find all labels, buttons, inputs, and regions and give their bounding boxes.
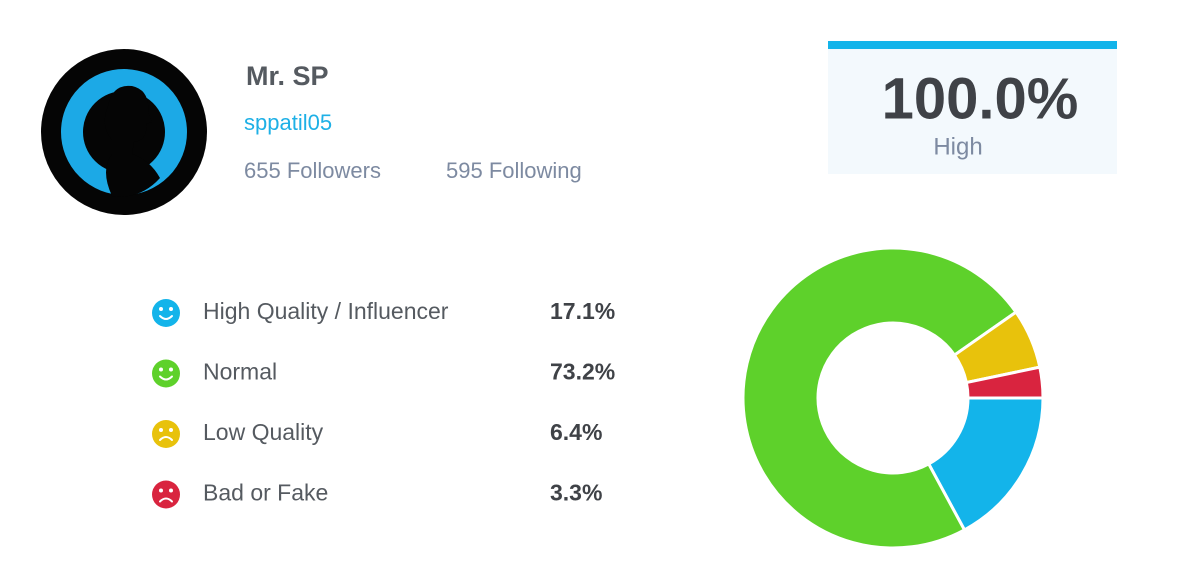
- profile-handle[interactable]: sppatil05: [244, 110, 332, 135]
- legend-icon: [152, 299, 180, 327]
- legend-label: High Quality / Influencer: [203, 298, 449, 324]
- icon-mouth: [159, 315, 173, 320]
- legend-value: 6.4%: [550, 419, 602, 445]
- icon-eye: [159, 367, 163, 372]
- icon-circle: [152, 299, 180, 327]
- profile-name: Mr. SP: [246, 61, 329, 91]
- icon-eye: [169, 367, 173, 372]
- icon-eye: [159, 307, 163, 311]
- legend: High Quality / Influencer 17.1% Normal 73.2…: [152, 298, 615, 509]
- legend-icon: [152, 359, 180, 388]
- donut-slice: [741, 246, 1019, 550]
- donut-chart: [741, 246, 1045, 550]
- legend-label: Normal: [203, 359, 277, 385]
- followers: 655 Followers: [244, 158, 381, 183]
- icon-circle: [152, 420, 180, 448]
- following: 595 Following: [446, 158, 582, 183]
- legend-icon: [152, 480, 180, 509]
- legend-label: Bad or Fake: [203, 480, 328, 506]
- icon-eye: [169, 488, 173, 493]
- icon-eye: [169, 307, 173, 311]
- icon-mouth: [159, 436, 173, 441]
- legend-value: 17.1%: [550, 298, 615, 324]
- donut-slice: [964, 365, 1045, 400]
- score-value: 100.0%: [882, 66, 1079, 131]
- score-label: High: [933, 133, 982, 160]
- icon-eye: [159, 488, 163, 493]
- icon-circle: [152, 359, 180, 388]
- score-box: 100.0% High: [828, 41, 1117, 174]
- legend-value: 73.2%: [550, 359, 615, 385]
- icon-mouth: [159, 375, 173, 381]
- icon-eye: [159, 428, 163, 432]
- avatar: [41, 49, 207, 215]
- icon-eye: [169, 428, 173, 432]
- legend-value: 3.3%: [550, 480, 602, 506]
- legend-icon: [152, 420, 180, 448]
- icon-mouth: [159, 497, 173, 503]
- icon-circle: [152, 480, 180, 509]
- legend-label: Low Quality: [203, 419, 324, 445]
